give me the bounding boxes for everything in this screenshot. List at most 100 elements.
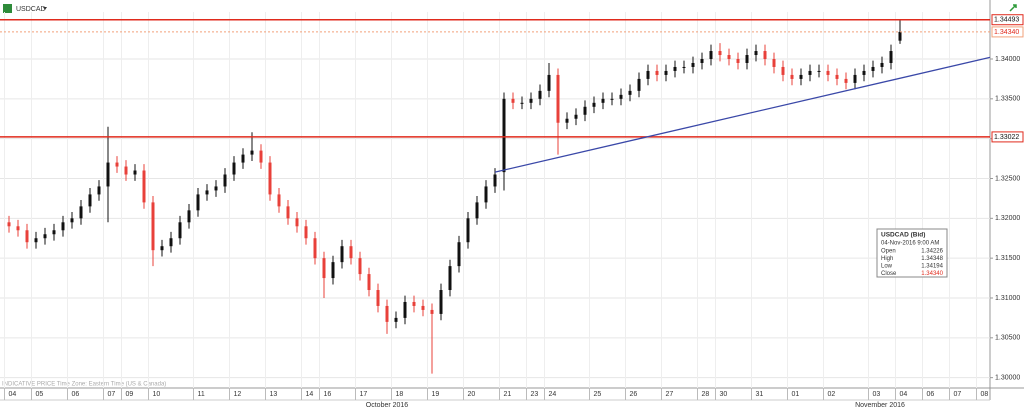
candle-body (556, 74, 560, 123)
candle-body (700, 59, 704, 63)
candle-body (844, 78, 848, 83)
tooltip-value: 1.34340 (921, 271, 943, 277)
candle-body (286, 206, 290, 219)
candle-body (223, 174, 227, 187)
x-tick-label: 03 (873, 391, 881, 398)
candle-body (835, 74, 839, 79)
tooltip-date: 04-Nov-2016 9:00 AM (881, 241, 939, 247)
candle-body (529, 98, 533, 103)
candle-body (205, 190, 209, 195)
candle-body (727, 55, 731, 59)
dropdown-caret[interactable] (43, 7, 47, 10)
level-label: 1.33022 (994, 134, 1019, 141)
symbol[interactable]: USDCAD (16, 6, 46, 13)
candle-body (16, 226, 20, 231)
x-tick-label: 07 (954, 391, 962, 398)
candle-body (745, 55, 749, 63)
x-tick-label: 12 (234, 391, 242, 398)
candle-body (502, 98, 506, 173)
x-tick-label: 28 (702, 391, 710, 398)
candle-body (520, 102, 524, 104)
x-tick-label: 06 (927, 391, 935, 398)
x-tick-label: 13 (270, 391, 278, 398)
level-label-box (991, 14, 1024, 26)
candle-body (637, 78, 641, 91)
y-tick-label: 1.31000 (995, 295, 1020, 302)
candle-body (709, 51, 713, 59)
trendline (494, 56, 991, 173)
candle-body (457, 242, 461, 267)
x-tick-label: 26 (630, 391, 638, 398)
y-tick-label: 1.32000 (995, 215, 1020, 222)
candle-body (34, 238, 38, 243)
candle-body (241, 154, 245, 163)
candle-body (106, 162, 110, 187)
x-tick-label: 19 (432, 391, 440, 398)
month-label: November 2016 (855, 402, 905, 409)
x-tick-label: 08 (981, 391, 989, 398)
candle-body (439, 290, 443, 314)
x-tick-label: 20 (468, 391, 476, 398)
x-tick-label: 04 (900, 391, 908, 398)
x-tick-label: 10 (153, 391, 161, 398)
tooltip-value: 1.34194 (921, 264, 943, 270)
level-label-box (991, 26, 1024, 38)
candle-body (25, 230, 29, 243)
x-tick-label: 24 (549, 391, 557, 398)
candle-body (466, 218, 470, 243)
x-tick-label: 11 (198, 391, 205, 398)
x-tick-label: 09 (126, 391, 134, 398)
candle-body (655, 70, 659, 75)
candle-body (619, 94, 623, 99)
tooltip-key: Open (881, 249, 896, 255)
tooltip: USDCAD (Bid) 04-Nov-2016 9:00 AM Open 1.3… (876, 228, 948, 278)
candle-body (421, 305, 425, 310)
candle-body (187, 210, 191, 223)
x-tick-label: 21 (504, 391, 512, 398)
candle-body (376, 290, 380, 306)
tooltip-box (876, 228, 948, 278)
candle-body (583, 106, 587, 115)
x-tick-label: 25 (594, 391, 602, 398)
corner-icon[interactable] (1009, 4, 1017, 12)
candle-body (232, 162, 236, 175)
candle-body (682, 66, 686, 68)
candle-body (475, 202, 479, 219)
tooltip-value: 1.34226 (921, 249, 943, 255)
candle-body (403, 301, 407, 318)
candle-body (385, 305, 389, 322)
candle-body (547, 74, 551, 91)
candle-body (358, 258, 362, 275)
y-tick-label: 1.33500 (995, 96, 1020, 103)
x-tick-label: 05 (36, 391, 44, 398)
candle-body (763, 51, 767, 59)
candle-body (331, 262, 335, 279)
candle-body (808, 70, 812, 75)
candle-body (349, 246, 353, 259)
candle-body (394, 317, 398, 322)
candle-body (97, 186, 101, 195)
x-tick-label: 02 (828, 391, 836, 398)
candle-body (853, 74, 857, 83)
candle-body (214, 186, 218, 191)
candle-body (340, 246, 344, 263)
candle-body (889, 51, 893, 63)
candle-body (196, 194, 200, 211)
candle-body (664, 70, 668, 75)
candle-body (718, 51, 722, 56)
level-label: 1.34493 (994, 17, 1019, 24)
candle-body (862, 70, 866, 75)
candle-body (871, 66, 875, 71)
symbol-icon[interactable] (3, 4, 12, 13)
tooltip-key: Close (881, 271, 897, 277)
x-tick-label: 06 (72, 391, 80, 398)
x-tick-label: 17 (360, 391, 368, 398)
candle-body (493, 174, 497, 187)
x-tick-label: 01 (792, 391, 800, 398)
candle-body (430, 309, 434, 314)
candle-body (70, 218, 74, 223)
x-tick-label: 04 (9, 391, 17, 398)
month-label: October 2016 (366, 402, 409, 409)
